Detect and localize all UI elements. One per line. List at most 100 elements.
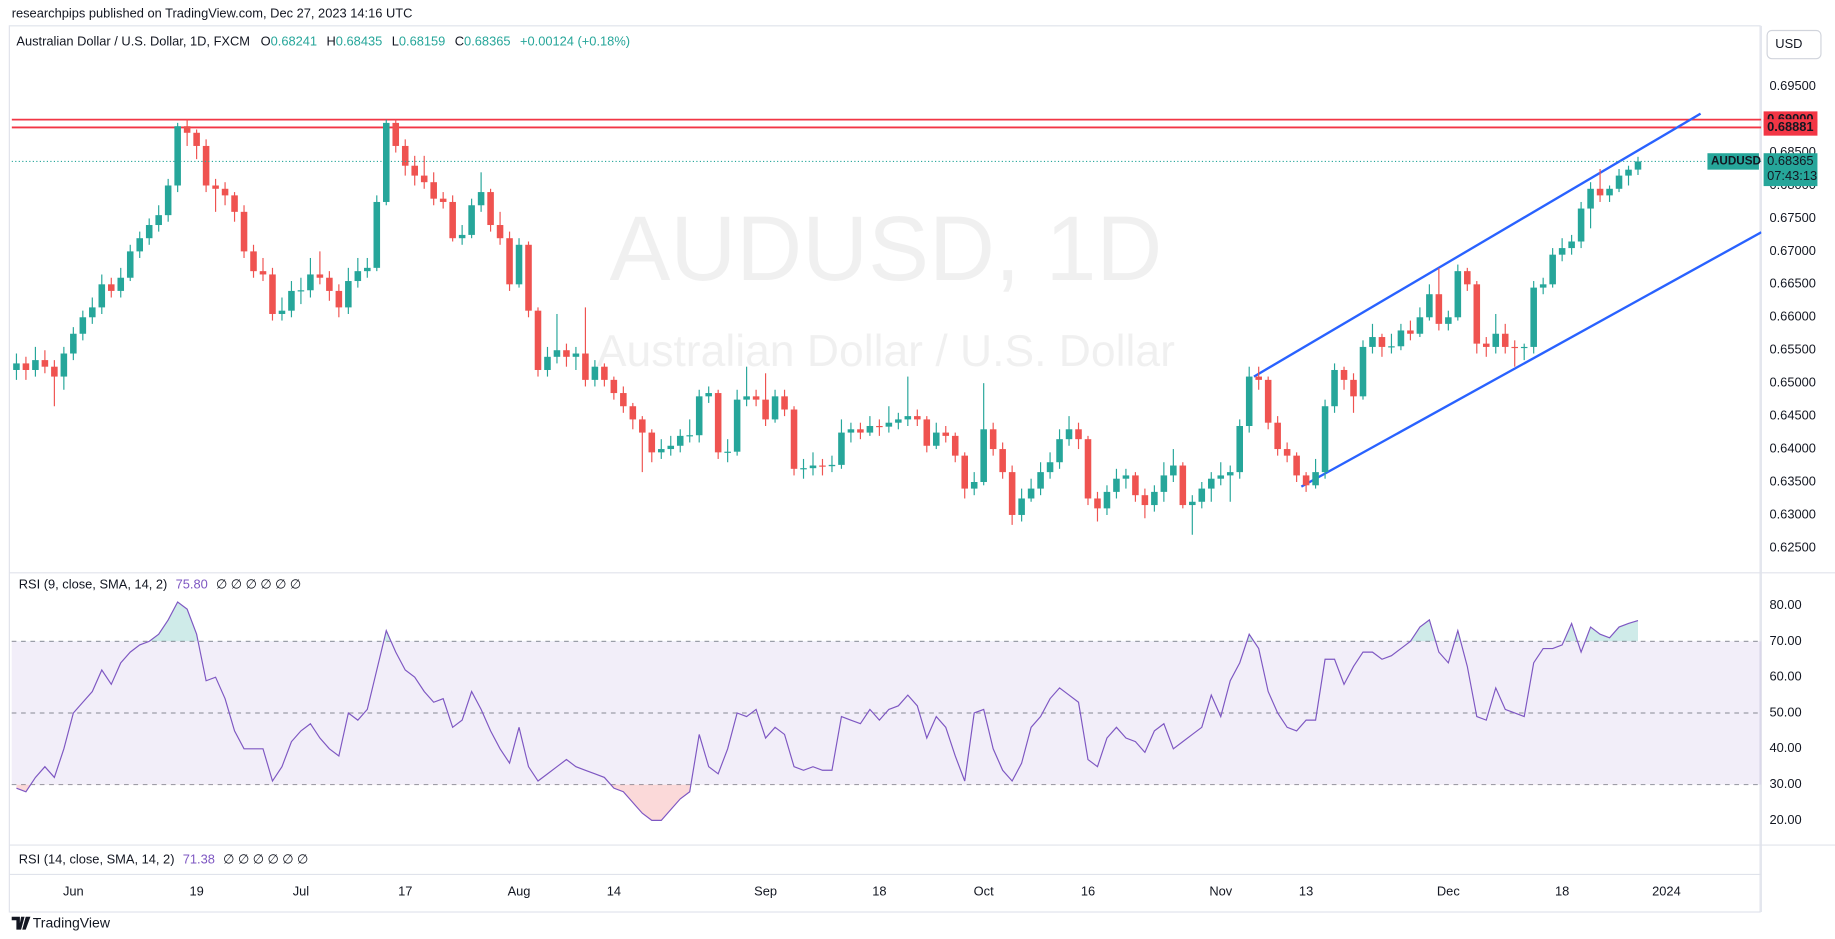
candle-body [392,122,400,146]
currency-button[interactable] [1766,29,1822,60]
candle-body [449,201,456,239]
candle-body [307,274,314,291]
x-tick-label: 13 [1299,883,1313,898]
candle-body [496,225,504,239]
candle-body [534,310,542,370]
x-tick-label: 17 [398,883,412,898]
candle-body [1122,475,1130,479]
candle-body [970,482,978,489]
candle-body [420,175,428,183]
candle-body [904,416,912,420]
countdown: 07:43:13 [1767,168,1817,183]
candle-body [240,211,248,252]
ohlc-value: 0.68435 [336,34,382,49]
rsi2-legend-value: 71.38 [183,852,215,867]
candle-body [1340,369,1348,380]
candle-body [961,455,968,489]
brand-name: TradingView [33,914,111,930]
candle-body [1520,346,1528,349]
candle-body [22,363,30,370]
ohlc-key: O [261,34,271,49]
x-tick-label: Dec [1437,883,1460,898]
channel-line [1253,112,1702,378]
x-tick-label: Aug [508,883,531,898]
candle-body [1018,498,1025,515]
candle-body [1568,241,1575,249]
candle-body [316,274,324,278]
candle-body [41,360,49,367]
candle-body [1435,294,1443,324]
candle-body [1596,188,1604,196]
candle-body [1350,379,1357,397]
level-price-label: 0.68881 [1767,119,1813,134]
candle-body [951,435,959,456]
candle-body [667,445,675,450]
y-tick-label: 0.66000 [1769,309,1815,324]
candle-body [1245,376,1253,426]
candle-body [1084,439,1092,499]
published-note: researchpips published on TradingView.co… [12,5,413,20]
candle-body [269,274,276,314]
y-tick-label: 0.65500 [1769,342,1815,357]
candle-body [1283,449,1291,456]
candle-body [288,290,295,311]
candle-body [743,396,750,400]
candle-body [1103,491,1111,509]
candle-body [326,277,333,291]
legend-line: Australian Dollar / U.S. Dollar, 1D, FXC… [16,34,630,49]
candle-body [733,399,741,452]
candle-body [1302,475,1310,486]
candle-body [895,419,902,423]
candle-body [1492,333,1500,347]
candle-body [1207,478,1215,489]
candle-body [1264,379,1272,423]
candle-body [1274,422,1281,450]
y-tick-label: 80.00 [1769,597,1801,612]
candle-body [89,307,96,318]
candle-body [639,419,646,433]
candle-body [572,353,580,357]
last-price-label: 0.68365 [1767,153,1813,168]
oversold-fill [16,784,691,821]
candle-body [382,122,390,202]
candle-body [1359,346,1367,397]
candle-body [601,366,608,380]
x-tick-label: Sep [754,883,777,898]
candle-body [430,182,437,199]
candle-body [60,353,68,377]
last-price-box [1763,153,1818,187]
candle-body [1321,406,1329,473]
rsi-line [16,601,1639,821]
candle-body [1160,475,1168,492]
price-pane [11,112,1762,535]
ohlc-key: C [455,34,464,49]
candle-body [506,238,513,285]
candle-body [1293,455,1300,476]
candle-body [51,366,58,377]
candle-body [364,267,371,272]
candle-body [1037,472,1044,489]
candle-body [468,205,475,235]
candle-body [525,244,532,311]
candle-body [790,409,798,469]
candle-body [458,234,466,239]
candle-body [1008,472,1016,515]
x-tick-label: Jul [293,883,309,898]
y-tick-label: 0.62500 [1769,539,1815,554]
level-price-box [1763,119,1818,136]
candle-body [866,425,874,433]
candle-body [193,132,200,146]
candle-body [183,126,191,133]
candle-body [657,449,665,453]
currency-label[interactable]: USD [1775,36,1802,51]
candle-body [1464,271,1471,285]
candle-body [828,464,836,467]
x-tick-label: Oct [974,883,994,898]
candle-body [126,251,134,278]
candle-body [1407,330,1414,334]
candle-body [278,310,286,314]
y-tick-label: 0.63000 [1769,506,1815,521]
candle-body [1539,284,1547,288]
y-tick-label: 0.63500 [1769,473,1815,488]
candle-body [1255,376,1262,380]
